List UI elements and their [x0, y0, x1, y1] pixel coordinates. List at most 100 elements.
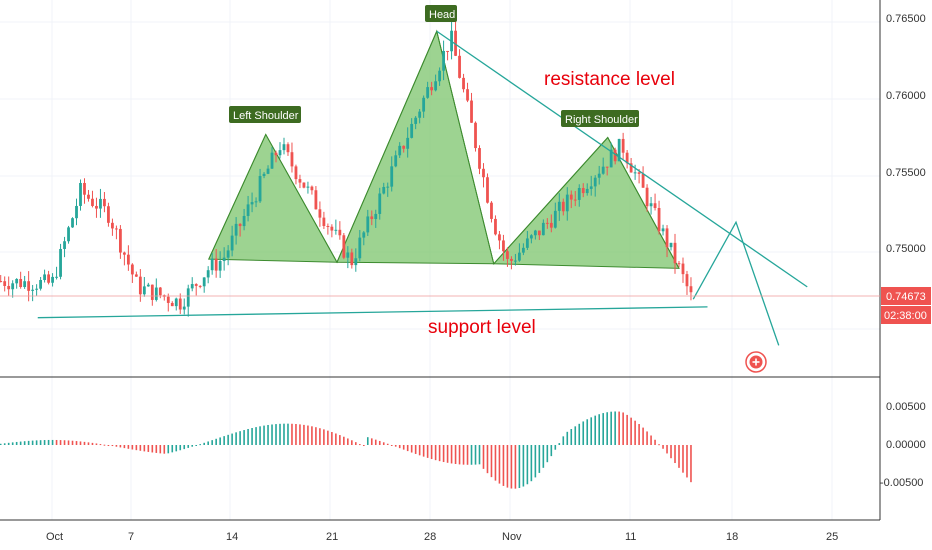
label-right-shoulder[interactable]: Right Shoulder	[561, 110, 639, 127]
candle-body	[374, 213, 378, 220]
histogram-bar	[438, 445, 441, 462]
histogram-bar	[275, 424, 277, 445]
time-tick: 25	[826, 531, 838, 543]
histogram-bar	[678, 445, 680, 468]
price-tag-bg	[881, 287, 931, 305]
histogram-bar	[211, 440, 213, 445]
histogram-bar	[378, 440, 381, 445]
time-tick: 11	[625, 531, 636, 543]
histogram-bar	[11, 442, 14, 445]
histogram-bar	[267, 424, 269, 445]
candle-body	[154, 287, 158, 300]
histogram-bar	[502, 445, 505, 486]
candle-body	[23, 281, 27, 288]
candle-body	[3, 281, 7, 286]
histogram-bar	[530, 445, 533, 482]
candle-body	[350, 252, 354, 266]
candle-body	[274, 152, 278, 156]
candle-body	[27, 281, 31, 291]
label-left-shoulder[interactable]: Left Shoulder	[229, 106, 301, 123]
label-head[interactable]: Head	[425, 5, 457, 22]
trend-lines[interactable]	[37, 30, 808, 346]
candle-body	[529, 235, 533, 239]
histogram-bar	[359, 444, 361, 446]
candle-body	[681, 263, 685, 275]
candle-body	[306, 186, 310, 188]
histogram-bar	[686, 445, 688, 478]
support-line[interactable]	[37, 306, 708, 319]
candle-body	[482, 168, 485, 178]
histogram-bar	[255, 427, 257, 445]
projection-path[interactable]	[692, 220, 780, 346]
price-axis[interactable]: 0.76500 0.76000 0.75500 0.75000	[886, 13, 926, 255]
histogram-bar	[574, 426, 577, 445]
histogram-bar	[271, 424, 273, 445]
candle-body	[138, 276, 142, 295]
pattern-triangle[interactable]	[336, 29, 495, 265]
histogram-bar	[51, 439, 54, 445]
candle-body	[518, 252, 521, 261]
histogram-bar	[47, 439, 50, 445]
histogram-bar	[526, 445, 529, 485]
histogram-bar	[638, 424, 640, 445]
candle-body	[122, 252, 126, 255]
histogram-bar	[598, 414, 600, 445]
candle-body	[466, 89, 469, 101]
histogram-bar	[626, 414, 628, 445]
histogram-bar	[654, 439, 656, 445]
histogram-bar	[235, 432, 237, 445]
candle-body	[134, 274, 138, 277]
histogram-bar	[590, 417, 593, 445]
candle-body	[43, 274, 46, 281]
histogram-bar	[386, 443, 389, 445]
candle-body	[99, 198, 102, 209]
histogram-bar	[291, 423, 293, 445]
candle-body	[378, 193, 382, 214]
candle-body	[322, 217, 326, 227]
histogram-bar	[187, 445, 190, 448]
candle-body	[474, 122, 477, 149]
candle-body	[549, 222, 553, 228]
time-axis[interactable]: Oct 7 14 21 28 Nov 11 18 25	[46, 531, 838, 543]
histogram-bar	[546, 445, 549, 463]
oscillator-axis[interactable]: 0.00500 0.00000 -0.00500	[880, 401, 926, 489]
candle-body	[150, 284, 154, 300]
candle-body	[15, 278, 19, 284]
candle-body	[83, 182, 86, 195]
head-and-shoulders-pattern[interactable]	[207, 29, 680, 269]
time-tick: 18	[726, 531, 738, 543]
histogram-bar	[366, 437, 369, 445]
candle-body	[434, 81, 438, 91]
histogram-bar	[239, 431, 241, 445]
candle-body	[158, 287, 162, 296]
histogram-bar	[426, 445, 429, 458]
candle-body	[661, 228, 665, 232]
candle-body	[486, 177, 489, 203]
histogram-bar	[303, 424, 305, 445]
histogram-bar	[394, 445, 397, 447]
candle-body	[617, 138, 621, 162]
add-alert-icon[interactable]	[745, 351, 767, 373]
candle-body	[119, 228, 122, 253]
histogram-bar	[203, 442, 205, 445]
histogram-bar	[111, 445, 114, 447]
histogram-bar	[538, 445, 541, 473]
histogram-bar	[179, 445, 182, 451]
resistance-line[interactable]	[436, 30, 808, 288]
histogram-bar	[23, 441, 26, 445]
resistance-annotation[interactable]: resistance level	[544, 69, 675, 90]
candle-body	[142, 286, 146, 295]
candle-body	[533, 230, 537, 236]
price-tick: 0.75500	[886, 167, 926, 179]
candle-body	[230, 235, 234, 251]
histogram-bar	[402, 445, 405, 450]
candle-body	[553, 210, 557, 228]
candle-body	[470, 100, 473, 123]
histogram-bar	[450, 445, 453, 464]
support-annotation[interactable]: support level	[428, 317, 536, 338]
histogram-bar	[470, 445, 473, 465]
histogram-bar	[482, 445, 485, 469]
histogram-bar	[139, 445, 142, 451]
candle-body	[370, 216, 374, 220]
